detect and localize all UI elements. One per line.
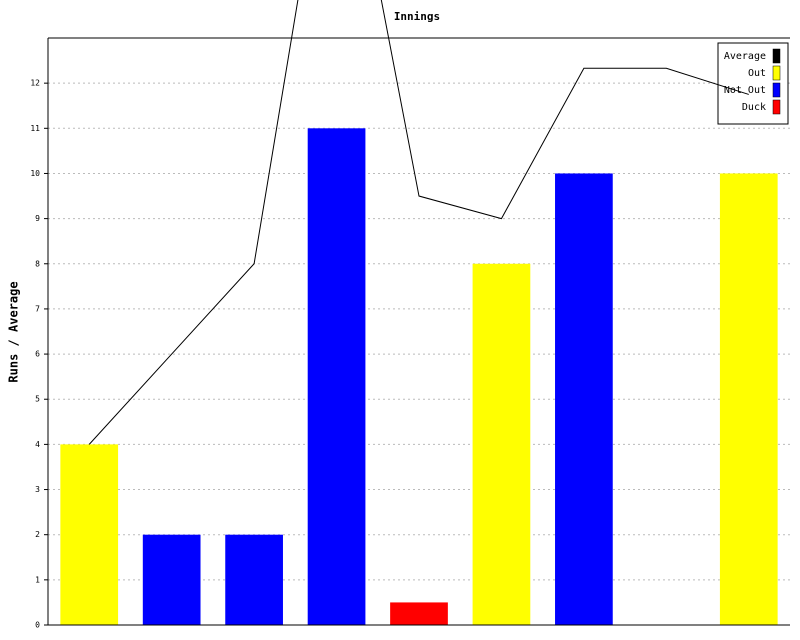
y-tick-label: 8 (35, 259, 40, 268)
y-axis-label: Runs / Average (7, 281, 21, 382)
marks (60, 128, 778, 626)
y-tick-label: 0 (35, 621, 40, 630)
legend-label: Average (724, 51, 766, 62)
y-tick-label: 3 (35, 485, 40, 494)
legend-label: Duck (742, 102, 766, 113)
bar (555, 173, 613, 625)
legend-swatch (772, 65, 781, 81)
y-tick-label: 11 (30, 124, 40, 133)
bar (225, 534, 283, 625)
y-tick-label: 2 (35, 530, 40, 539)
bar (142, 534, 201, 625)
legend-swatch (772, 99, 781, 115)
y-tick-label: 9 (35, 214, 40, 223)
bar (307, 128, 366, 626)
bar (390, 602, 448, 625)
y-tick-label: 7 (35, 304, 40, 313)
y-tick-label: 1 (35, 575, 40, 584)
legend-label: Not Out (724, 85, 766, 96)
chart-title: Innings (394, 10, 440, 23)
legend-swatch (772, 82, 781, 98)
bar (472, 263, 531, 625)
legend-swatch (772, 48, 781, 64)
legend-label: Out (748, 68, 766, 79)
y-tick-label: 10 (30, 169, 40, 178)
bar (60, 444, 119, 625)
y-tick-label: 6 (35, 350, 40, 359)
bar (719, 173, 778, 625)
y-tick-label: 12 (30, 79, 40, 88)
y-tick-label: 4 (35, 440, 40, 449)
legend: Average Out Not Out Duck (717, 42, 789, 125)
average-line (88, 0, 749, 445)
grid (48, 82, 790, 626)
y-tick-label: 5 (35, 395, 40, 404)
